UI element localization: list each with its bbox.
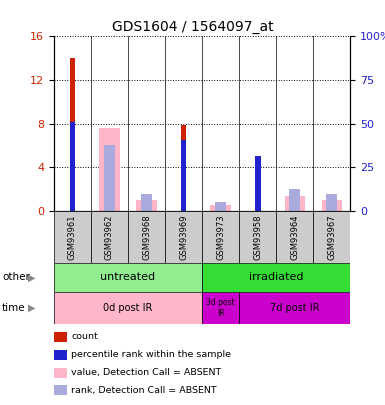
Text: value, Detection Call = ABSENT: value, Detection Call = ABSENT [71, 368, 221, 377]
Text: ▶: ▶ [28, 273, 35, 282]
Bar [321, 200, 342, 211]
Text: count: count [71, 333, 98, 341]
Bar [70, 122, 75, 211]
Bar [181, 140, 186, 211]
Text: GDS1604 / 1564097_at: GDS1604 / 1564097_at [112, 20, 273, 34]
Text: irradiated: irradiated [249, 273, 303, 282]
Bar [54, 263, 202, 292]
Text: GSM93969: GSM93969 [179, 215, 188, 260]
Text: percentile rank within the sample: percentile rank within the sample [71, 350, 231, 359]
Text: 0d post IR: 0d post IR [103, 303, 153, 313]
Bar [99, 128, 120, 211]
Bar [202, 263, 350, 292]
Text: ▶: ▶ [28, 303, 35, 313]
Bar [211, 205, 231, 211]
Bar [215, 202, 226, 211]
Text: GSM93962: GSM93962 [105, 215, 114, 260]
Bar [54, 292, 202, 324]
Bar [289, 189, 300, 211]
Bar [141, 194, 152, 211]
Text: untreated: untreated [100, 273, 156, 282]
Bar [313, 211, 350, 263]
Text: GSM93964: GSM93964 [290, 215, 299, 260]
Bar [91, 211, 128, 263]
Text: GSM93968: GSM93968 [142, 215, 151, 260]
Text: time: time [2, 303, 25, 313]
Bar [239, 211, 276, 263]
Bar [70, 58, 75, 211]
Bar [239, 292, 350, 324]
Bar [202, 211, 239, 263]
Text: GSM93961: GSM93961 [68, 215, 77, 260]
Bar [165, 211, 202, 263]
Bar [181, 125, 186, 211]
Bar [136, 200, 157, 211]
Bar [255, 167, 261, 211]
Bar [276, 211, 313, 263]
Text: GSM93958: GSM93958 [253, 215, 262, 260]
Bar [54, 211, 91, 263]
Text: other: other [2, 273, 30, 282]
Bar [128, 211, 165, 263]
Bar [326, 194, 337, 211]
Text: GSM93973: GSM93973 [216, 215, 225, 260]
Bar [285, 196, 305, 211]
Bar [255, 156, 261, 211]
Text: 7d post IR: 7d post IR [270, 303, 320, 313]
Text: rank, Detection Call = ABSENT: rank, Detection Call = ABSENT [71, 386, 217, 395]
Text: 3d post
IR: 3d post IR [206, 298, 235, 318]
Text: GSM93967: GSM93967 [327, 215, 336, 260]
Bar [104, 145, 115, 211]
Bar [202, 292, 239, 324]
